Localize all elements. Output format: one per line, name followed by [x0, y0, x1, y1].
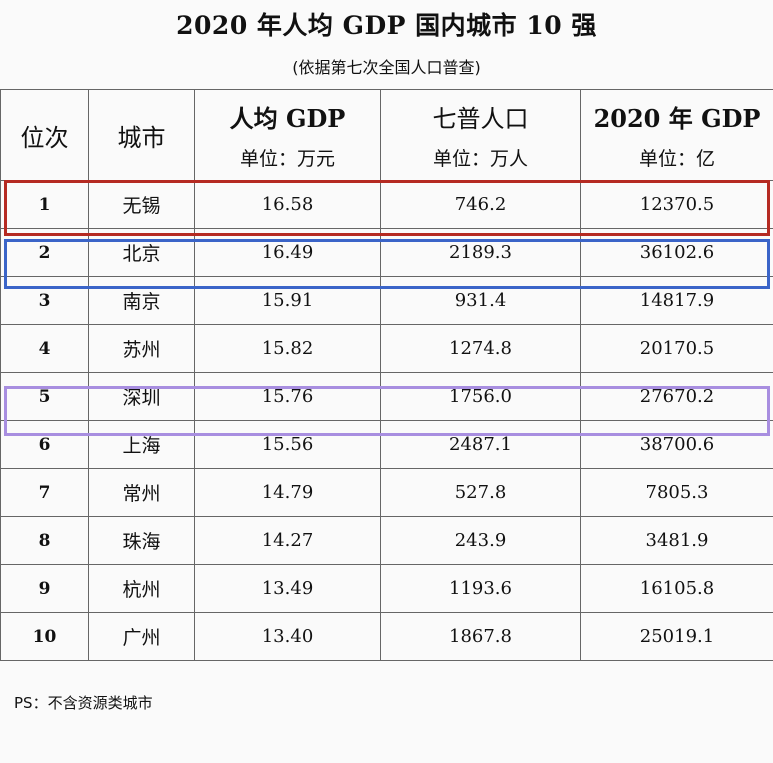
- table-row: 2 北京 16.49 2189.3 36102.6: [0, 228, 773, 277]
- header-rank: 位次: [0, 89, 89, 181]
- city-cell: 广州: [88, 612, 195, 661]
- city-cell: 上海: [88, 420, 195, 469]
- gdp-cell: 12370.5: [580, 180, 773, 229]
- population-cell: 527.8: [380, 468, 581, 517]
- gdp-cell: 36102.6: [580, 228, 773, 277]
- rank-cell: 3: [0, 276, 89, 325]
- city-cell: 南京: [88, 276, 195, 325]
- gdp-per-capita-cell: 13.49: [194, 564, 381, 613]
- city-cell: 常州: [88, 468, 195, 517]
- population-cell: 1274.8: [380, 324, 581, 373]
- rank-cell: 4: [0, 324, 89, 373]
- city-cell: 北京: [88, 228, 195, 277]
- rank-cell: 5: [0, 372, 89, 421]
- table-row: 9 杭州 13.49 1193.6 16105.8: [0, 564, 773, 613]
- gdp-cell: 20170.5: [580, 324, 773, 373]
- city-cell: 苏州: [88, 324, 195, 373]
- header-gdp-per-capita: 人均 GDP 单位：万元: [194, 89, 381, 181]
- gdp-per-capita-cell: 15.56: [194, 420, 381, 469]
- table-row: 3 南京 15.91 931.4 14817.9: [0, 276, 773, 325]
- gdp-cell: 38700.6: [580, 420, 773, 469]
- rank-cell: 2: [0, 228, 89, 277]
- city-cell: 珠海: [88, 516, 195, 565]
- gdp-per-capita-cell: 16.49: [194, 228, 381, 277]
- table-row: 8 珠海 14.27 243.9 3481.9: [0, 516, 773, 565]
- table-header-row: 位次 城市 人均 GDP 单位：万元 七普人口 单位：万人 2020 年 GDP…: [0, 89, 773, 181]
- gdp-cell: 25019.1: [580, 612, 773, 661]
- ranking-table: 位次 城市 人均 GDP 单位：万元 七普人口 单位：万人 2020 年 GDP…: [0, 89, 773, 661]
- population-cell: 931.4: [380, 276, 581, 325]
- gdp-per-capita-cell: 14.79: [194, 468, 381, 517]
- rank-cell: 10: [0, 612, 89, 661]
- gdp-cell: 27670.2: [580, 372, 773, 421]
- population-cell: 2189.3: [380, 228, 581, 277]
- gdp-per-capita-cell: 15.91: [194, 276, 381, 325]
- header-population: 七普人口 单位：万人: [380, 89, 581, 181]
- gdp-per-capita-cell: 13.40: [194, 612, 381, 661]
- table-row: 5 深圳 15.76 1756.0 27670.2: [0, 372, 773, 421]
- gdp-cell: 16105.8: [580, 564, 773, 613]
- population-cell: 1867.8: [380, 612, 581, 661]
- table-row: 6 上海 15.56 2487.1 38700.6: [0, 420, 773, 469]
- gdp-per-capita-cell: 14.27: [194, 516, 381, 565]
- gdp-cell: 14817.9: [580, 276, 773, 325]
- page-subtitle: (依据第七次全国人口普查): [292, 58, 481, 77]
- population-cell: 243.9: [380, 516, 581, 565]
- population-cell: 746.2: [380, 180, 581, 229]
- gdp-per-capita-cell: 16.58: [194, 180, 381, 229]
- rank-cell: 7: [0, 468, 89, 517]
- city-cell: 无锡: [88, 180, 195, 229]
- population-cell: 1193.6: [380, 564, 581, 613]
- rank-cell: 6: [0, 420, 89, 469]
- table-row: 4 苏州 15.82 1274.8 20170.5: [0, 324, 773, 373]
- rank-cell: 8: [0, 516, 89, 565]
- population-cell: 1756.0: [380, 372, 581, 421]
- footnote: PS：不含资源类城市: [14, 694, 153, 712]
- city-cell: 深圳: [88, 372, 195, 421]
- table-row: 1 无锡 16.58 746.2 12370.5: [0, 180, 773, 229]
- rank-cell: 1: [0, 180, 89, 229]
- table-row: 10 广州 13.40 1867.8 25019.1: [0, 612, 773, 661]
- rank-cell: 9: [0, 564, 89, 613]
- population-cell: 2487.1: [380, 420, 581, 469]
- gdp-cell: 7805.3: [580, 468, 773, 517]
- header-city: 城市: [88, 89, 195, 181]
- gdp-per-capita-cell: 15.76: [194, 372, 381, 421]
- page-title: 2020 年人均 GDP 国内城市 10 强: [176, 11, 597, 40]
- table-row: 7 常州 14.79 527.8 7805.3: [0, 468, 773, 517]
- gdp-per-capita-cell: 15.82: [194, 324, 381, 373]
- city-cell: 杭州: [88, 564, 195, 613]
- header-gdp: 2020 年 GDP 单位：亿: [580, 89, 773, 181]
- gdp-cell: 3481.9: [580, 516, 773, 565]
